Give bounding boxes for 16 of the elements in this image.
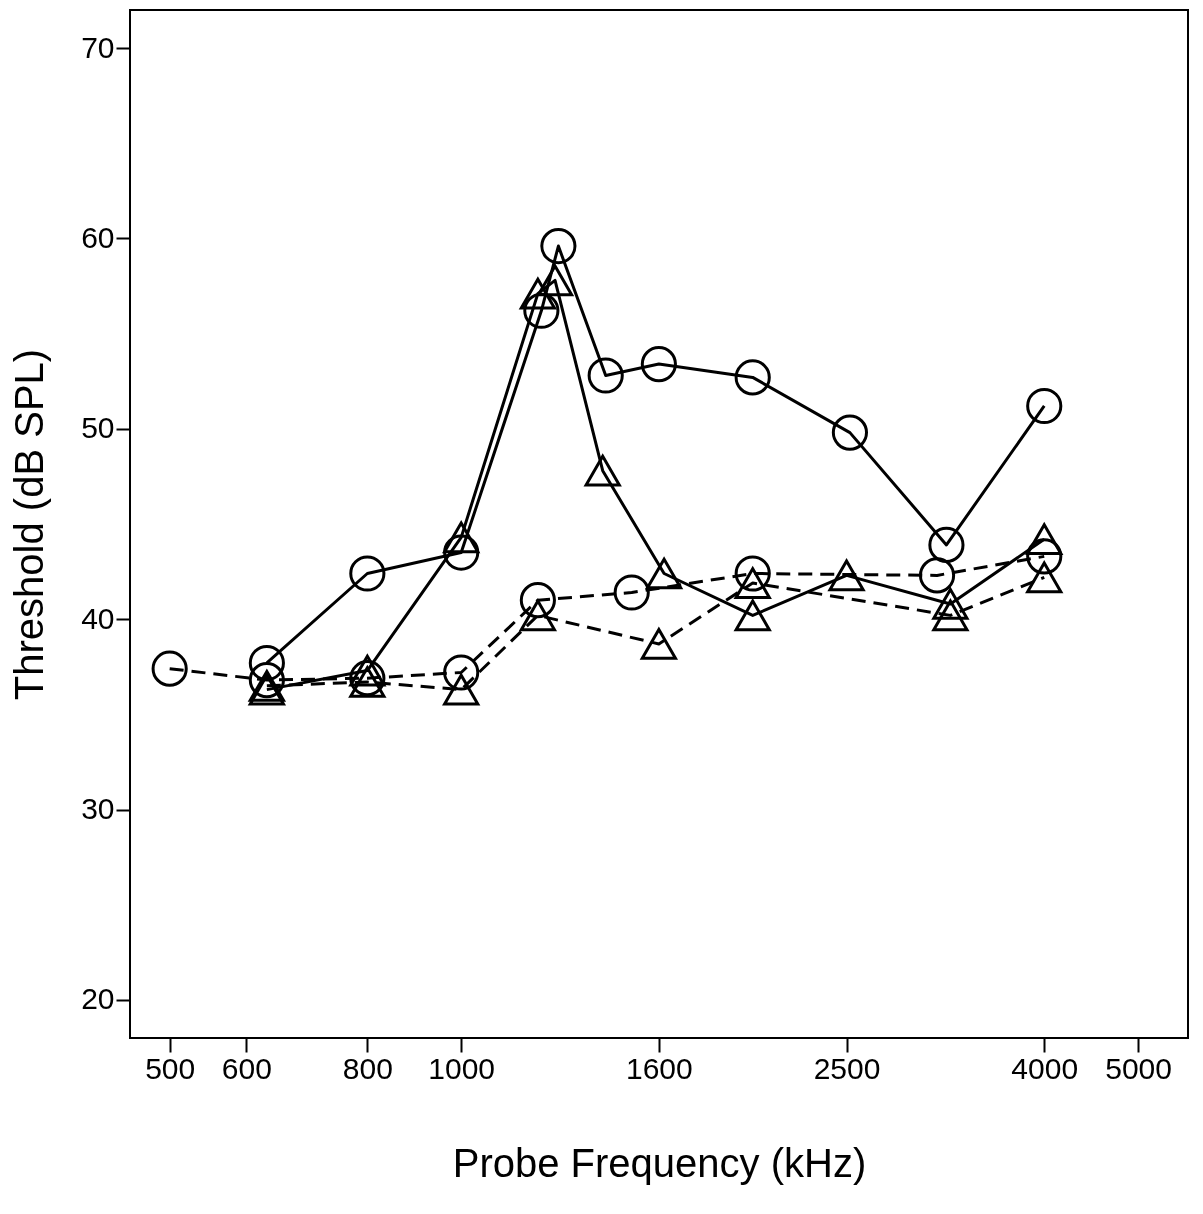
x-tick-label: 1000	[428, 1051, 496, 1085]
x-axis-title: Probe Frequency (kHz)	[452, 1140, 867, 1185]
y-tick-label: 70	[81, 30, 115, 64]
x-tick-label: 4000	[1011, 1051, 1079, 1085]
x-tick-label: 600	[221, 1051, 272, 1085]
y-tick-label: 60	[81, 220, 115, 254]
x-tick-label: 2500	[813, 1051, 881, 1085]
x-tick-label: 1600	[625, 1051, 693, 1085]
y-tick-label: 50	[81, 411, 115, 445]
y-tick-label: 20	[81, 982, 115, 1016]
y-tick-label: 40	[81, 601, 115, 635]
y-axis-title: Threshold (dB SPL)	[7, 348, 52, 701]
x-tick-label: 800	[342, 1051, 393, 1085]
x-tick-label: 5000	[1105, 1051, 1172, 1085]
x-tick-label: 500	[145, 1051, 196, 1085]
y-tick-label: 30	[81, 792, 115, 826]
